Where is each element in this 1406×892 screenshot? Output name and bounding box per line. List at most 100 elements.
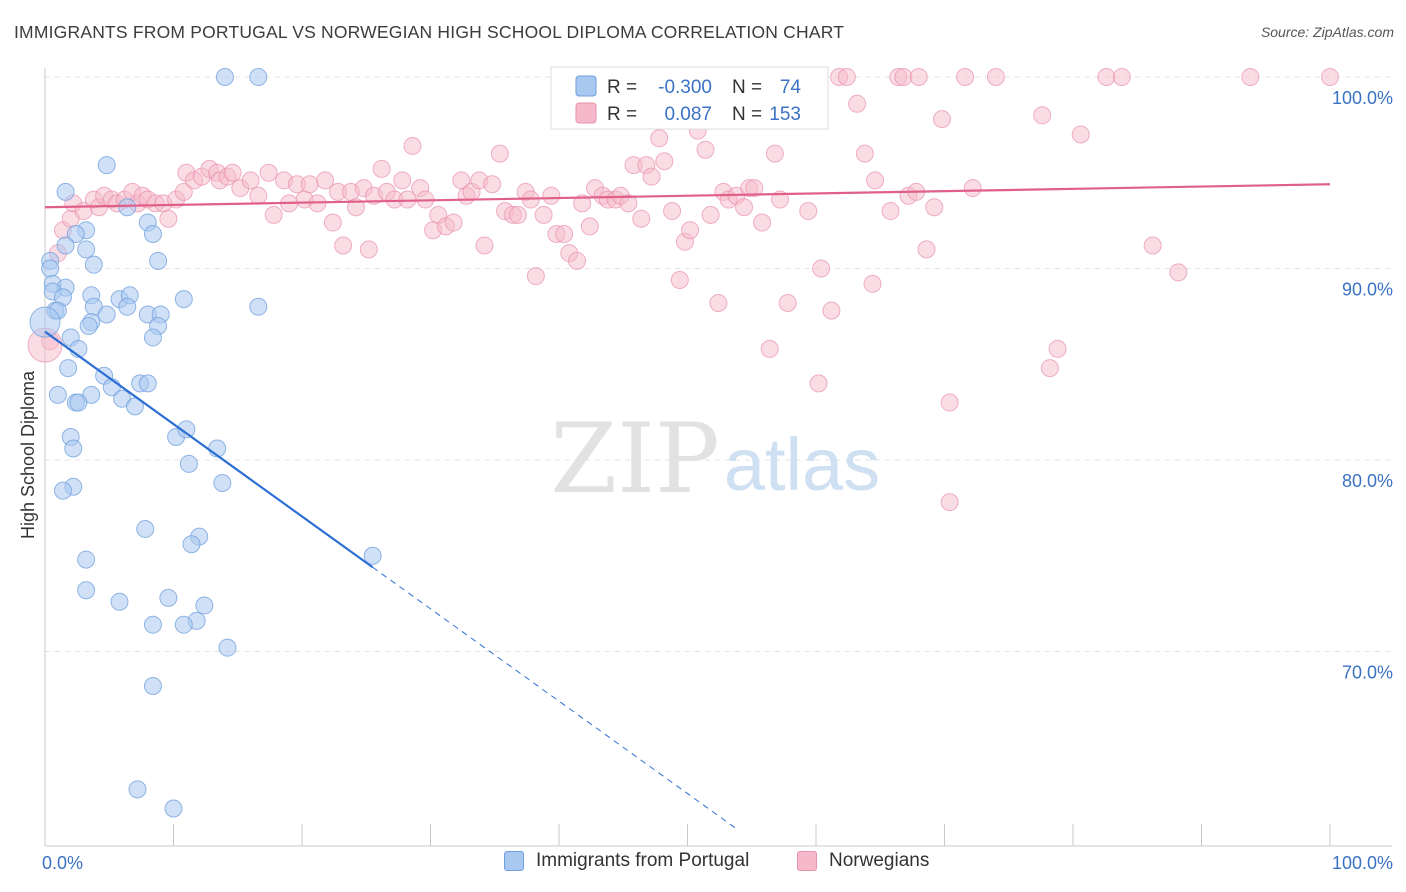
point-norwegians xyxy=(346,198,365,217)
point-portugal xyxy=(77,550,96,569)
point-portugal xyxy=(125,397,144,416)
y-tick-label: 80.0% xyxy=(1342,471,1393,491)
point-norwegians xyxy=(670,270,689,289)
point-norwegians xyxy=(1169,263,1188,282)
point-norwegians xyxy=(259,163,278,182)
norwegians-points xyxy=(27,68,1339,512)
point-portugal xyxy=(64,439,83,458)
point-portugal xyxy=(249,68,268,86)
point-norwegians xyxy=(223,163,242,182)
point-norwegians xyxy=(709,293,728,312)
point-norwegians xyxy=(956,68,975,86)
point-norwegians xyxy=(917,240,936,259)
bottom-legend: Immigrants from Portugal Norwegians xyxy=(0,850,1406,880)
point-norwegians xyxy=(778,293,797,312)
legend-n-value-norwegians: 153 xyxy=(769,104,801,125)
correlation-legend: R = -0.300 N = 74 R = 0.087 N = 153 xyxy=(550,66,829,130)
y-tick-label: 70.0% xyxy=(1342,663,1393,683)
point-norwegians xyxy=(174,182,193,201)
point-portugal xyxy=(53,481,72,500)
chart-title: IMMIGRANTS FROM PORTUGAL VS NORWEGIAN HI… xyxy=(14,22,845,42)
point-norwegians xyxy=(1071,125,1090,144)
point-norwegians xyxy=(359,240,378,259)
point-portugal xyxy=(56,236,75,255)
point-norwegians xyxy=(393,171,412,190)
axes xyxy=(44,68,1392,847)
point-portugal xyxy=(29,306,61,338)
legend-n-label: N = xyxy=(732,104,762,125)
trend-line-norwegians xyxy=(44,183,1331,209)
point-portugal xyxy=(249,297,268,316)
point-portugal xyxy=(48,385,67,404)
point-portugal xyxy=(118,297,137,316)
point-norwegians xyxy=(567,251,586,270)
y-axis-label: High School Diploma xyxy=(18,370,38,539)
point-portugal xyxy=(69,393,88,412)
portugal-points xyxy=(29,68,382,818)
legend-r-label: R = xyxy=(607,104,637,125)
point-norwegians xyxy=(696,140,715,159)
point-norwegians xyxy=(580,217,599,236)
point-norwegians xyxy=(765,144,784,163)
trend-extension-portugal xyxy=(372,566,740,831)
point-norwegians xyxy=(555,225,574,244)
point-norwegians xyxy=(632,209,651,228)
point-norwegians xyxy=(753,213,772,232)
watermark-zip: ZIP xyxy=(550,403,719,515)
point-norwegians xyxy=(1033,106,1052,125)
point-norwegians xyxy=(812,259,831,278)
point-norwegians xyxy=(323,213,342,232)
point-norwegians xyxy=(316,171,335,190)
point-norwegians xyxy=(475,236,494,255)
point-norwegians xyxy=(809,374,828,393)
point-portugal xyxy=(66,225,85,244)
point-portugal xyxy=(195,596,214,615)
point-portugal xyxy=(159,588,178,607)
point-portugal xyxy=(213,473,232,492)
point-norwegians xyxy=(745,179,764,198)
point-norwegians xyxy=(542,186,561,205)
legend-item-portugal[interactable]: Immigrants from Portugal xyxy=(504,850,749,872)
point-norwegians xyxy=(444,213,463,232)
legend-item-norwegians[interactable]: Norwegians xyxy=(797,850,929,872)
point-norwegians xyxy=(909,68,928,86)
point-portugal xyxy=(215,68,234,86)
point-portugal xyxy=(177,420,196,439)
point-norwegians xyxy=(1048,339,1067,358)
point-norwegians xyxy=(508,205,527,224)
point-norwegians xyxy=(334,236,353,255)
point-portugal xyxy=(136,519,155,538)
legend-label-portugal: Immigrants from Portugal xyxy=(536,850,750,871)
point-norwegians xyxy=(986,68,1005,86)
point-norwegians xyxy=(932,110,951,129)
legend-swatch-portugal xyxy=(504,851,524,871)
point-portugal xyxy=(84,255,103,274)
tick-labels: 100.0% 90.0% 80.0% 70.0% 0.0% 100.0% xyxy=(42,88,1393,873)
point-norwegians xyxy=(1143,236,1162,255)
point-norwegians xyxy=(650,129,669,148)
point-portugal xyxy=(174,290,193,309)
point-norwegians xyxy=(264,205,283,224)
point-norwegians xyxy=(848,94,867,113)
legend-n-value-portugal: 74 xyxy=(780,77,802,98)
point-norwegians xyxy=(771,190,790,209)
point-norwegians xyxy=(490,144,509,163)
point-portugal xyxy=(97,156,116,175)
point-portugal xyxy=(97,305,116,324)
point-portugal xyxy=(182,535,201,554)
point-portugal xyxy=(77,240,96,259)
point-portugal xyxy=(79,316,98,335)
point-norwegians xyxy=(894,68,913,86)
y-tick-label: 100.0% xyxy=(1332,88,1393,108)
legend-swatch-portugal xyxy=(575,75,597,97)
legend-box xyxy=(550,66,829,130)
point-norwegians xyxy=(241,171,260,190)
point-portugal xyxy=(59,359,78,378)
point-norwegians xyxy=(663,202,682,221)
watermark-atlas: atlas xyxy=(724,423,880,506)
point-portugal xyxy=(110,592,129,611)
point-norwegians xyxy=(963,179,982,198)
source-label: Source: ZipAtlas.com xyxy=(1260,24,1394,40)
legend-r-value-portugal: -0.300 xyxy=(658,77,712,98)
